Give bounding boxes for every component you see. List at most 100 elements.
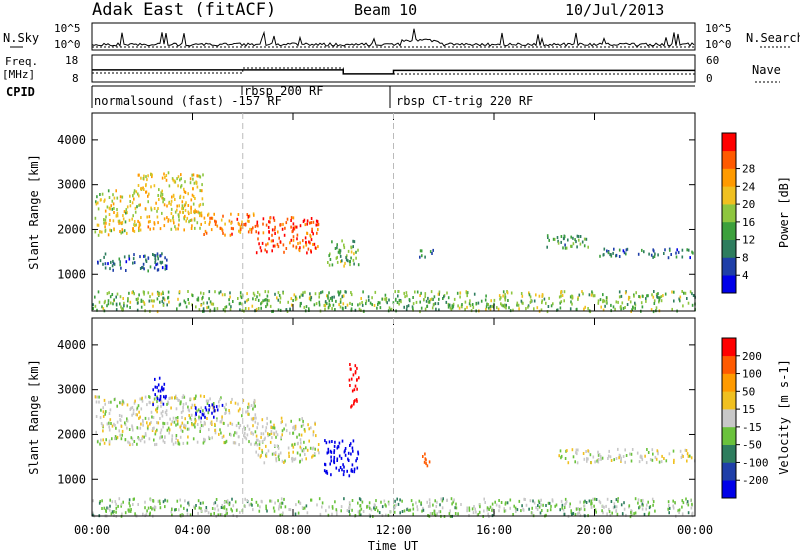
data-pixel (202, 409, 204, 413)
data-pixel (241, 220, 243, 224)
data-pixel (152, 227, 155, 231)
data-pixel (657, 292, 659, 296)
data-pixel (552, 237, 555, 241)
data-pixel (195, 406, 197, 410)
data-pixel (133, 261, 136, 265)
data-pixel (565, 246, 568, 250)
data-pixel (164, 264, 167, 268)
data-pixel (115, 506, 118, 510)
data-pixel (221, 504, 223, 507)
data-pixel (637, 498, 640, 502)
data-pixel (252, 291, 255, 295)
data-pixel (158, 499, 161, 503)
data-pixel (195, 504, 197, 507)
data-pixel (317, 443, 320, 446)
data-pixel (257, 453, 260, 457)
data-pixel (155, 408, 157, 412)
data-pixel (105, 510, 107, 513)
data-pixel (586, 459, 588, 463)
data-pixel (205, 399, 208, 403)
data-pixel (542, 503, 544, 507)
data-pixel (116, 435, 119, 439)
data-pixel (121, 512, 123, 516)
data-pixel (650, 308, 653, 312)
data-pixel (420, 306, 423, 310)
cpid-segment-2: rbsp 200 RF (244, 84, 323, 98)
data-pixel (299, 302, 302, 305)
data-pixel (271, 249, 273, 253)
data-pixel (360, 507, 363, 511)
data-pixel (162, 290, 164, 294)
data-pixel (354, 308, 357, 312)
data-pixel (175, 434, 178, 437)
data-pixel (182, 195, 185, 199)
data-pixel (252, 508, 254, 512)
data-pixel (344, 261, 346, 265)
data-pixel (358, 376, 360, 380)
data-pixel (331, 440, 333, 443)
data-pixel (652, 500, 655, 504)
data-pixel (348, 378, 351, 382)
data-pixel (303, 305, 306, 309)
data-pixel (276, 296, 278, 300)
data-pixel (283, 427, 285, 431)
colorbar-swatch (722, 168, 736, 187)
data-pixel (102, 307, 105, 311)
data-pixel (112, 261, 115, 265)
data-pixel (550, 304, 553, 308)
data-pixel (384, 297, 387, 301)
data-pixel (342, 473, 345, 477)
data-pixel (370, 508, 373, 512)
data-pixel (613, 247, 615, 251)
data-pixel (233, 441, 236, 445)
data-pixel (663, 457, 665, 460)
data-pixel (615, 300, 618, 304)
data-pixel (125, 211, 127, 215)
data-pixel (179, 498, 181, 502)
data-pixel (165, 267, 168, 270)
data-pixel (303, 440, 305, 444)
data-pixel (202, 307, 205, 311)
data-pixel (303, 506, 306, 510)
data-pixel (672, 506, 675, 510)
data-pixel (120, 221, 122, 225)
data-pixel (277, 499, 279, 503)
data-pixel (274, 244, 276, 248)
data-pixel (315, 219, 318, 223)
data-pixel (271, 233, 273, 237)
colorbar-swatch (722, 444, 736, 463)
data-pixel (454, 512, 457, 515)
data-pixel (325, 509, 327, 513)
data-pixel (160, 292, 163, 296)
data-pixel (99, 198, 102, 202)
data-pixel (144, 254, 146, 258)
data-pixel (280, 223, 282, 227)
data-pixel (184, 499, 186, 503)
velocity-colorbar-label: Velocity [m s-1] (777, 359, 791, 475)
data-pixel (505, 306, 507, 310)
data-pixel (412, 302, 415, 306)
data-pixel (116, 292, 119, 296)
data-pixel (438, 290, 441, 294)
data-pixel (107, 189, 110, 193)
data-pixel (583, 500, 585, 504)
data-pixel (226, 511, 228, 515)
data-pixel (343, 497, 345, 501)
data-pixel (116, 404, 118, 408)
data-pixel (678, 508, 681, 512)
data-pixel (351, 463, 354, 467)
data-pixel (145, 512, 148, 516)
data-pixel (110, 229, 113, 233)
data-pixel (129, 204, 132, 208)
data-pixel (339, 300, 342, 304)
data-pixel (176, 204, 178, 208)
data-pixel (164, 410, 167, 414)
data-pixel (255, 230, 257, 234)
data-pixel (624, 306, 626, 309)
data-pixel (634, 511, 637, 515)
data-pixel (225, 508, 228, 512)
data-pixel (94, 304, 97, 308)
data-pixel (397, 502, 400, 506)
data-pixel (257, 503, 259, 507)
data-pixel (157, 221, 159, 225)
